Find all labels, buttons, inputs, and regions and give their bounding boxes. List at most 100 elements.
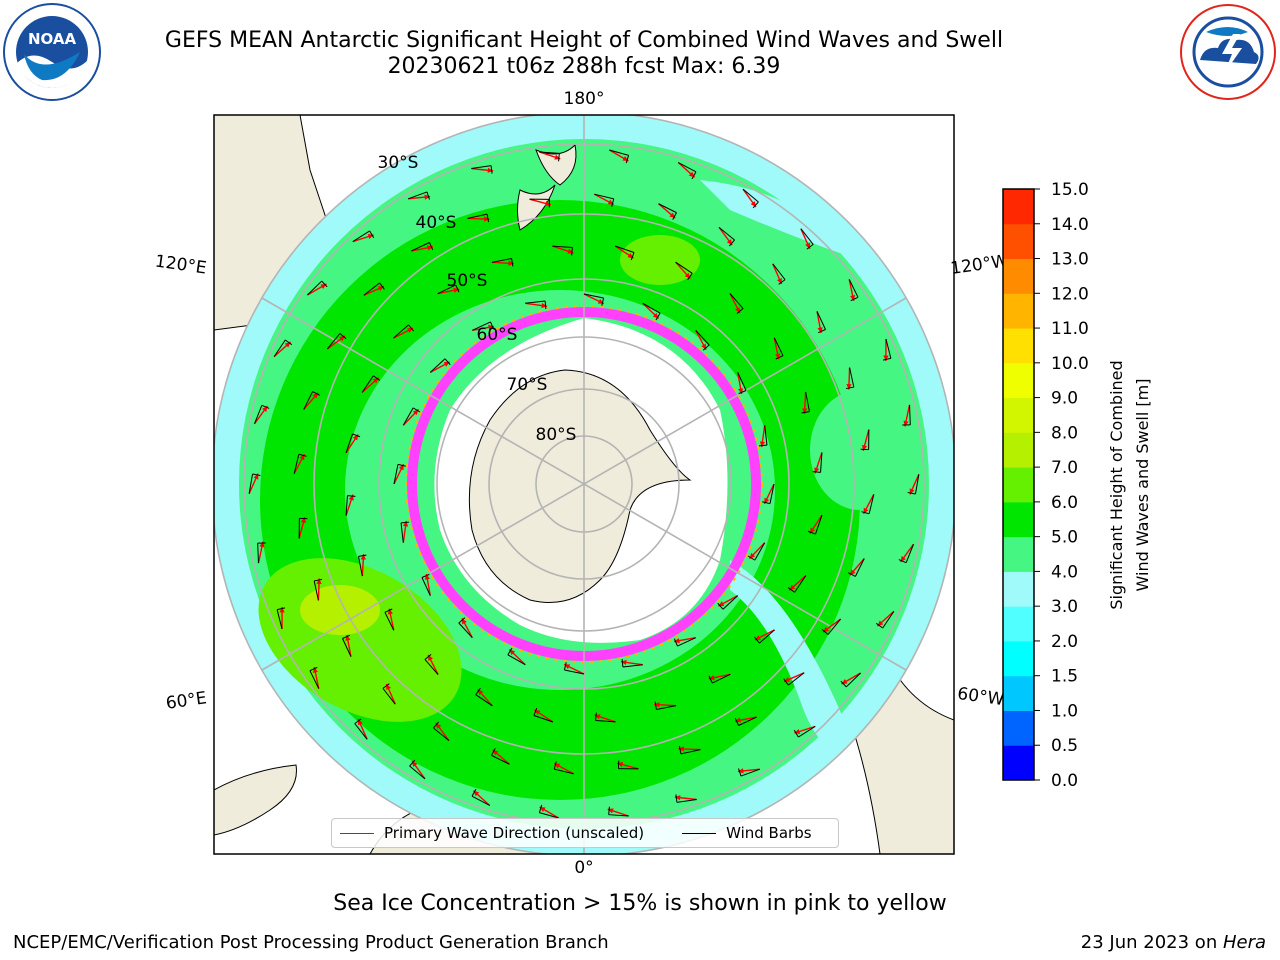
wind-barb-flag [352, 433, 361, 438]
wind-barb-flag [807, 530, 816, 535]
wind-barb [769, 483, 775, 504]
wind-barb-flag [882, 357, 891, 361]
colorbar-swatch [1003, 640, 1034, 677]
wave-arrow-head [402, 520, 409, 527]
wind-barb [471, 165, 492, 170]
wind-barb [737, 372, 747, 391]
wind-barb [303, 391, 314, 410]
lon-label-180: 180° [564, 89, 605, 109]
colorbar-swatch [1003, 606, 1034, 642]
legend-item-wave-direction: Primary Wave Direction (unscaled) [340, 824, 644, 842]
wind-barb-flag [379, 282, 385, 290]
lat-label: 30°S [378, 153, 419, 173]
footer-credit: NCEP/EMC/Verification Post Processing Pr… [13, 932, 609, 953]
footer-host: Hera [1222, 932, 1266, 953]
wind-barb-flag [625, 155, 630, 164]
wave-arrow-head [508, 260, 514, 266]
wind-barb [718, 226, 735, 241]
lat-label: 40°S [416, 213, 457, 233]
wind-barb [382, 688, 396, 705]
wind-barb [361, 375, 374, 393]
wind-barb [658, 203, 677, 214]
wind-barb-flag [347, 495, 356, 497]
wind-barb [798, 725, 816, 738]
wave-arrow-head [802, 408, 808, 414]
colorbar-swatch [1003, 467, 1034, 503]
wind-barb [248, 473, 254, 494]
map-legend: Primary Wave Direction (unscaled) Wind B… [331, 818, 839, 848]
wind-barb-flag [848, 572, 856, 577]
wind-barb [533, 715, 554, 723]
wave-arrow-head [883, 355, 889, 361]
wind-barb [656, 705, 677, 710]
wind-barb [345, 433, 353, 454]
colorbar-swatch [1003, 189, 1034, 225]
wind-barb [800, 228, 814, 245]
wind-barb [507, 654, 526, 666]
wind-barb [293, 454, 300, 474]
wind-barb [342, 638, 352, 657]
colorbar-tick-label: 4.0 [1051, 562, 1078, 582]
wind-barb-flag [400, 521, 410, 524]
wind-barb-flag [321, 280, 328, 288]
wind-barb [276, 609, 283, 630]
wind-barb [680, 749, 701, 755]
wave-arrow-head [674, 795, 681, 801]
wave-arrow-head [737, 768, 744, 774]
wind-barb-flag [408, 324, 415, 332]
wind-barb [754, 542, 766, 561]
wind-barb [326, 333, 341, 350]
colorbar-swatch [1003, 710, 1034, 746]
footer-date-text: 23 Jun 2023 on [1080, 932, 1223, 953]
wind-barb-flag [672, 212, 677, 220]
wave-arrow-head [484, 216, 490, 222]
wind-barb [609, 149, 629, 156]
wind-barb-flag [444, 358, 451, 366]
wind-barb-flag [491, 748, 496, 756]
wind-barb [729, 293, 744, 309]
legend-item-wind-barbs: Wind Barbs [682, 824, 812, 842]
wind-barb [539, 151, 560, 154]
red-line-icon [340, 832, 374, 834]
wind-barb [854, 558, 865, 577]
map-title-line1: GEFS MEAN Antarctic Significant Height o… [164, 28, 1004, 53]
wind-barb-flag [806, 243, 814, 250]
wind-barb [411, 242, 430, 252]
wind-barb-flag [339, 333, 347, 340]
wind-barb [642, 302, 661, 314]
wind-barb-flag [861, 511, 870, 515]
wind-barb-flag [734, 717, 739, 726]
wind-barb-flag [875, 622, 884, 629]
wind-barb-flag [717, 602, 724, 610]
wind-barb-flag [752, 201, 759, 209]
wind-barb [676, 798, 697, 803]
colorbar-label-line2: Wind Waves and Swell [m] [1133, 379, 1152, 592]
wind-barb-flag [475, 687, 481, 695]
colorbar: 0.0 0.5 1.0 1.5 2.0 3.0 4.0 5.0 6.0 7.0 8.0 9.0 10.0… [1002, 180, 1089, 791]
wind-barb [764, 425, 768, 446]
legend-label-wind-barbs: Wind Barbs [726, 824, 812, 842]
wind-barb-flag [384, 608, 393, 613]
wind-barb [309, 670, 320, 689]
wind-barb-flag [812, 471, 821, 473]
wind-barb-flag [409, 759, 416, 767]
wind-barb-flag [490, 321, 495, 330]
wave-arrow-head [316, 578, 322, 584]
wind-barb [740, 768, 760, 777]
wind-barb [384, 612, 395, 631]
wind-barb-flag [655, 312, 661, 321]
wind-barb-flag [738, 390, 747, 395]
wind-barb-flag [533, 707, 538, 716]
wind-barb-flag [621, 658, 624, 668]
footer-date: 23 Jun 2023 on Hera [1081, 932, 1266, 953]
colorbar-tick-label: 8.0 [1051, 423, 1078, 443]
wind-barb [885, 338, 892, 359]
wind-barb-flag [424, 653, 432, 660]
colorbar-tick-label: 14.0 [1051, 215, 1089, 235]
wind-barb [491, 258, 512, 263]
wind-barb [471, 795, 490, 806]
land-madagascar [214, 764, 297, 836]
wind-barb [352, 230, 370, 243]
wind-barb-flag [747, 555, 756, 561]
wind-barb [712, 673, 731, 684]
